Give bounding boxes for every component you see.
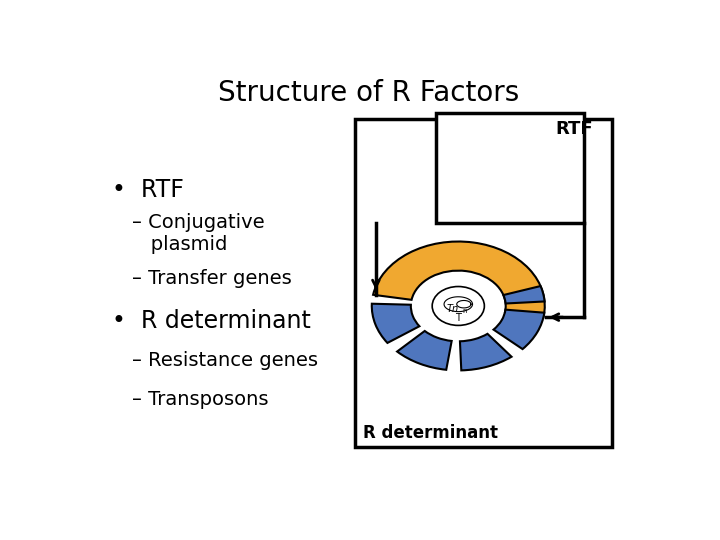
Text: T: T — [455, 313, 462, 322]
Circle shape — [432, 287, 485, 326]
Wedge shape — [397, 331, 451, 370]
Wedge shape — [460, 334, 511, 370]
Text: – Conjugative
   plasmid: – Conjugative plasmid — [132, 213, 264, 254]
Bar — [355, 119, 612, 447]
Text: – Transposons: – Transposons — [132, 390, 269, 409]
Text: Structure of R Factors: Structure of R Factors — [218, 79, 520, 107]
Wedge shape — [493, 309, 544, 349]
Wedge shape — [372, 303, 420, 343]
Bar — [436, 113, 584, 223]
Text: – Transfer genes: – Transfer genes — [132, 269, 292, 288]
Text: R determinant: R determinant — [364, 424, 498, 442]
Wedge shape — [373, 241, 545, 317]
Wedge shape — [503, 286, 544, 303]
Text: RTF: RTF — [555, 120, 593, 138]
Text: •  RTF: • RTF — [112, 178, 184, 201]
Text: Tn: Tn — [446, 305, 459, 314]
Text: •  R determinant: • R determinant — [112, 308, 311, 333]
Text: – Resistance genes: – Resistance genes — [132, 350, 318, 369]
Text: n: n — [463, 308, 467, 314]
